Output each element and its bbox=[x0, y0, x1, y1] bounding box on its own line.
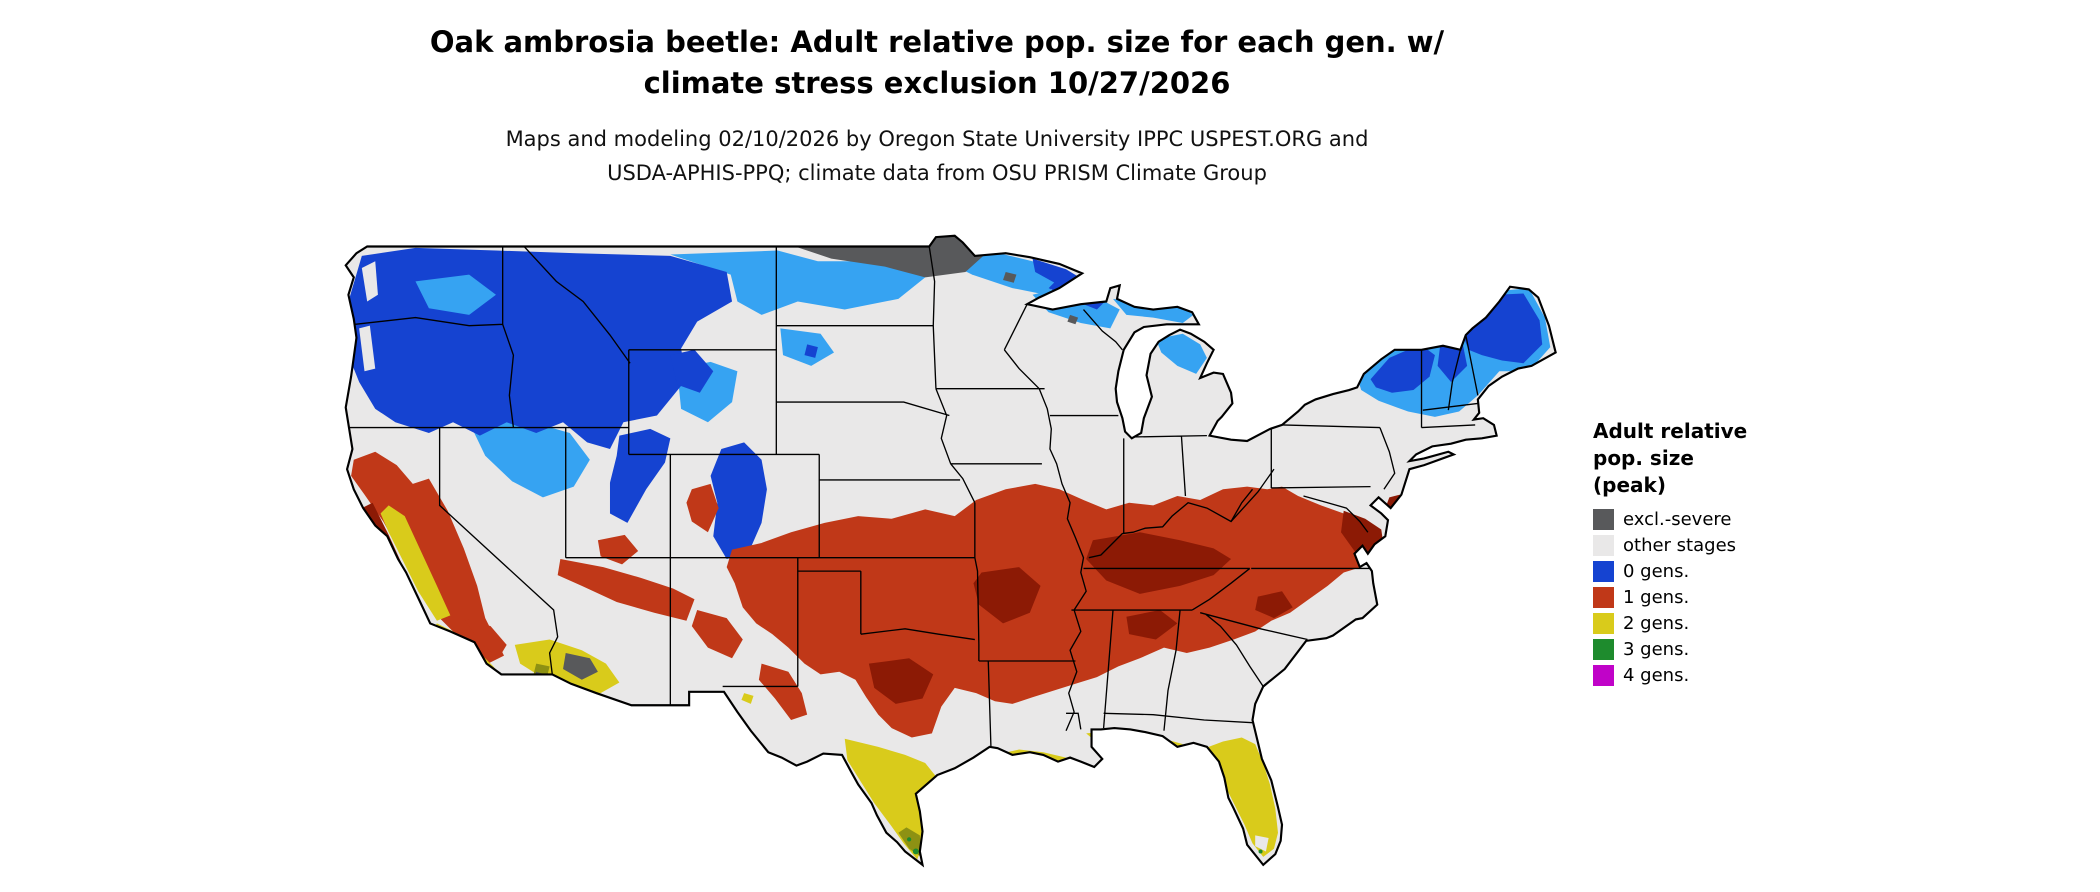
map-patch bbox=[686, 483, 719, 533]
legend-item: 4 gens. bbox=[1593, 665, 1833, 686]
map-patch bbox=[844, 738, 936, 860]
map-patch bbox=[557, 559, 695, 621]
map-patch bbox=[1003, 271, 1017, 283]
legend-swatch bbox=[1593, 613, 1614, 634]
map-patch bbox=[670, 349, 714, 393]
map-patch bbox=[1086, 730, 1135, 742]
map-columbia-basin bbox=[415, 274, 496, 315]
legend-item-label: 2 gens. bbox=[1623, 613, 1690, 634]
map-patch bbox=[758, 663, 808, 721]
figure-title-line1: Oak ambrosia beetle: Adult relative pop.… bbox=[429, 25, 1445, 59]
legend-title: Adult relative pop. size (peak) bbox=[1593, 419, 1748, 497]
map-patch bbox=[380, 505, 451, 621]
map-patch bbox=[804, 344, 818, 358]
map-patch bbox=[1067, 314, 1079, 325]
map-patch bbox=[1258, 849, 1263, 854]
legend-swatch bbox=[1593, 561, 1614, 582]
us-outline bbox=[344, 234, 1557, 868]
map-patch bbox=[1255, 835, 1269, 852]
map-valley-land-patches bbox=[359, 261, 378, 372]
legend-item: other stages bbox=[1593, 535, 1833, 556]
map-patch bbox=[563, 652, 598, 680]
figure-title: Oak ambrosia beetle: Adult relative pop.… bbox=[0, 22, 1874, 104]
legend-swatch bbox=[1593, 535, 1614, 556]
map-region-3-gens bbox=[906, 837, 1263, 855]
legend-swatch bbox=[1593, 665, 1614, 686]
map-patch bbox=[1155, 333, 1207, 374]
map-everglades-land-patch bbox=[1255, 835, 1269, 852]
legend-item-label: 0 gens. bbox=[1623, 561, 1690, 582]
map-patch bbox=[469, 419, 590, 498]
legend-item-label: other stages bbox=[1623, 535, 1737, 556]
map-patch bbox=[912, 848, 919, 855]
map-patch bbox=[1086, 532, 1232, 594]
map-patch bbox=[973, 567, 1041, 624]
legend: Adult relative pop. size (peak) excl.-se… bbox=[1593, 418, 1833, 691]
map-patch bbox=[741, 693, 754, 704]
map-patch bbox=[359, 325, 376, 372]
map-patch bbox=[609, 428, 671, 523]
legend-item: 0 gens. bbox=[1593, 561, 1833, 582]
state-borders bbox=[345, 246, 1479, 747]
map-patch bbox=[1126, 610, 1178, 640]
map-patch bbox=[1370, 347, 1435, 393]
state-border-lines-east bbox=[1200, 334, 1479, 687]
figure-subtitle: Maps and modeling 02/10/2026 by Oregon S… bbox=[0, 122, 1874, 190]
legend-item: 3 gens. bbox=[1593, 639, 1833, 660]
map-patch bbox=[1255, 591, 1293, 619]
legend-item-label: 3 gens. bbox=[1623, 639, 1690, 660]
state-border-lines-west bbox=[345, 246, 1076, 747]
state-border-lines-central bbox=[928, 246, 1275, 732]
legend-item: 1 gens. bbox=[1593, 587, 1833, 608]
map-patch bbox=[670, 250, 926, 315]
legend-swatch bbox=[1593, 509, 1614, 530]
map-patch bbox=[1032, 258, 1080, 286]
map-patch bbox=[351, 451, 505, 664]
legend-item-label: 4 gens. bbox=[1623, 665, 1690, 686]
legend-item-label: excl.-severe bbox=[1623, 509, 1732, 530]
legend-item: 2 gens. bbox=[1593, 613, 1833, 634]
legend-item-label: 1 gens. bbox=[1623, 587, 1690, 608]
legend-item: excl.-severe bbox=[1593, 509, 1833, 530]
map-patch bbox=[906, 837, 912, 842]
map-patch bbox=[361, 261, 378, 302]
figure-subtitle-line2: USDA-APHIS-PPQ; climate data from OSU PR… bbox=[607, 161, 1267, 185]
map-patch bbox=[415, 274, 496, 315]
map-patch bbox=[463, 618, 507, 659]
legend-swatch bbox=[1593, 587, 1614, 608]
figure-subtitle-line1: Maps and modeling 02/10/2026 by Oregon S… bbox=[505, 127, 1369, 151]
map-patch bbox=[691, 610, 743, 659]
map-patch bbox=[868, 658, 934, 704]
figure-title-line2: climate stress exclusion 10/27/2026 bbox=[643, 66, 1231, 100]
map-patch bbox=[710, 442, 767, 560]
us-generation-map bbox=[344, 234, 1557, 868]
legend-swatch bbox=[1593, 639, 1614, 660]
